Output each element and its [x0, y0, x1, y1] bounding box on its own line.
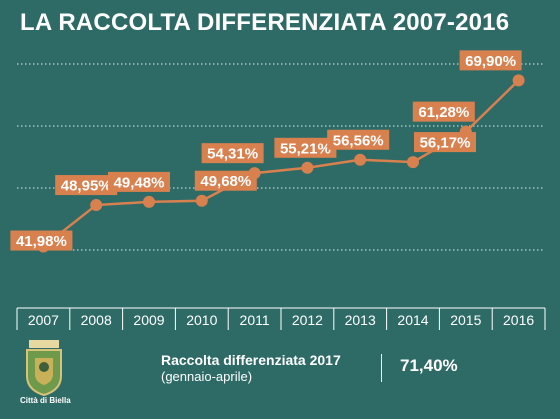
data-point — [301, 161, 314, 174]
data-label: 49,68% — [194, 170, 257, 191]
data-point — [512, 74, 525, 87]
data-label-text: 54,31% — [207, 146, 258, 163]
data-point — [195, 194, 208, 207]
data-label: 61,28% — [412, 101, 475, 122]
x-tick-label: 2007 — [28, 312, 59, 328]
data-label: 56,17% — [414, 132, 476, 153]
data-label-box — [108, 171, 170, 192]
x-tick-label: 2008 — [81, 312, 112, 328]
data-label-text: 56,17% — [420, 135, 471, 152]
x-tick-label: 2015 — [450, 312, 481, 328]
footer-label: Raccolta differenziata 2017 — [161, 352, 341, 368]
footer-sublabel: (gennaio-aprile) — [161, 369, 253, 384]
data-label: 41,98% — [10, 230, 73, 251]
data-label-box — [459, 50, 522, 71]
data-label-text: 48,95% — [61, 178, 112, 195]
data-label-box — [274, 137, 337, 158]
data-label-box — [414, 132, 476, 153]
data-label-text: 55,21% — [280, 140, 331, 157]
footer-divider — [381, 354, 382, 382]
data-label: 55,21% — [274, 137, 337, 158]
data-label: 54,31% — [201, 143, 264, 164]
x-tick-label: 2010 — [186, 312, 217, 328]
data-point — [407, 156, 419, 169]
data-label-box — [55, 175, 118, 196]
data-label: 48,95% — [55, 175, 118, 196]
data-label: 49,48% — [108, 171, 170, 192]
footer-value: 71,40% — [400, 356, 458, 375]
x-tick-label: 2014 — [397, 312, 428, 328]
x-tick-label: 2012 — [292, 312, 323, 328]
data-label-box — [194, 170, 257, 191]
data-label-text: 56,56% — [333, 132, 384, 149]
data-point — [143, 195, 155, 208]
data-label: 69,90% — [459, 50, 522, 71]
data-label: 56,56% — [327, 129, 390, 150]
line-chart: 2007 2008 2009 2010 2011 2012 2013 2014 2015 2016… — [10, 50, 546, 330]
data-point — [90, 199, 103, 212]
x-tick-label: 2011 — [240, 312, 270, 328]
data-label-box — [201, 143, 264, 164]
data-label-text: 61,28% — [418, 104, 469, 121]
data-label-text: 49,68% — [200, 173, 251, 190]
x-tick-label: 2013 — [345, 312, 376, 328]
data-label-box — [10, 230, 73, 251]
data-point — [354, 153, 367, 166]
x-tick-label: 2016 — [503, 312, 534, 328]
data-label-text: 41,98% — [16, 233, 67, 250]
city-crest-icon — [26, 340, 62, 396]
data-label-box — [412, 101, 475, 122]
data-label-text: 49,48% — [114, 174, 165, 191]
data-label-text: 69,90% — [465, 53, 516, 70]
x-tick-label: 2009 — [133, 312, 164, 328]
city-name: Città di Biella — [20, 396, 71, 405]
chart-title: LA RACCOLTA DIFFERENZIATA 2007-2016 — [20, 9, 510, 36]
data-label-box — [327, 129, 390, 150]
